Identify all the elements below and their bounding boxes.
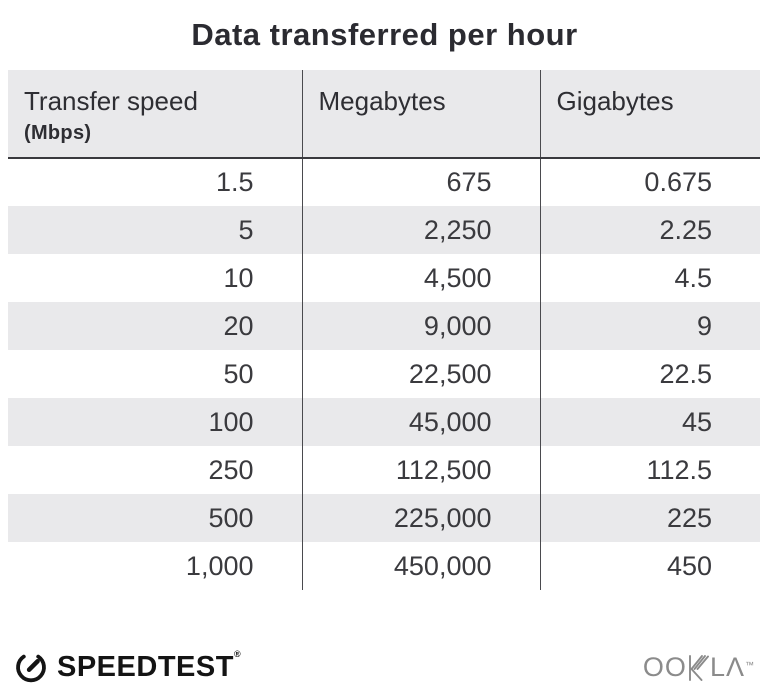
column-header-label: Transfer speed [24, 86, 198, 116]
table-cell: 1.5 [215, 167, 254, 197]
table-cell: 112,500 [301, 446, 540, 494]
table-cell: 45,000 [301, 398, 540, 446]
table-header-row: Transfer speed (Mbps) Megabytes Gigabyte… [8, 70, 760, 158]
table-cell: 45 [539, 398, 760, 446]
table-cell: 4,500 [301, 254, 540, 302]
table-cell: 4.5 [539, 254, 760, 302]
table-cell: 5 [238, 214, 254, 245]
speedtest-registered-mark: ® [233, 648, 242, 659]
speedtest-logo: SPEEDTEST® [14, 648, 242, 684]
table-cell: 2.25 [539, 206, 760, 254]
speedtest-wordmark-text: SPEEDTEST [57, 650, 234, 683]
table-cell: 50 [223, 358, 254, 389]
page-title: Data transferred per hour [191, 17, 578, 52]
data-table: Transfer speed (Mbps) Megabytes Gigabyte… [8, 70, 760, 590]
table-cell: 112.5 [539, 446, 760, 494]
table-row: 10 4,500 4.5 [8, 254, 760, 302]
table-row: 20 9,000 9 [8, 302, 760, 350]
table-cell: 22.5 [539, 350, 760, 398]
table-cell: 450 [539, 542, 760, 590]
ookla-wordmark-left: OO [642, 651, 687, 682]
ookla-logo: OO LΛ ™ [643, 652, 755, 683]
footer: SPEEDTEST® OO LΛ ™ [14, 646, 755, 688]
table-cell: 2,250 [301, 206, 540, 254]
table-row: 100 45,000 45 [8, 398, 760, 446]
table-row: 1,000 450,000 450 [8, 542, 760, 590]
table-cell: 0.675 [539, 158, 760, 206]
table-cell: 225,000 [301, 494, 540, 542]
table-cell: 9 [539, 302, 760, 350]
speedtest-wordmark: SPEEDTEST® [57, 648, 242, 684]
table-row: 1.5 675 0.675 [8, 158, 760, 206]
column-header-megabytes: Megabytes [301, 70, 540, 158]
table-cell: 1,000 [185, 550, 254, 581]
table-row: 500 225,000 225 [8, 494, 760, 542]
table-cell: 450,000 [301, 542, 540, 590]
ookla-wordmark-right: LΛ [709, 651, 745, 682]
table-row: 5 2,250 2.25 [8, 206, 760, 254]
speedtest-gauge-icon [14, 650, 48, 684]
ookla-trademark-mark: ™ [745, 660, 755, 670]
table-cell: 225 [539, 494, 760, 542]
table-cell: 500 [208, 502, 254, 533]
column-header-unit: (Mbps) [24, 122, 92, 144]
table-row: 250 112,500 112.5 [8, 446, 760, 494]
table-cell: 20 [223, 310, 254, 341]
table-cell: 250 [208, 454, 254, 485]
table-cell: 10 [223, 262, 254, 293]
ookla-k-icon [687, 653, 710, 681]
table-cell: 675 [301, 158, 540, 206]
column-header-transfer-speed: Transfer speed (Mbps) [8, 70, 302, 158]
table-row: 50 22,500 22.5 [8, 350, 760, 398]
table-cell: 100 [208, 406, 254, 437]
table-cell: 9,000 [301, 302, 540, 350]
column-header-gigabytes: Gigabytes [539, 70, 760, 158]
table-cell: 22,500 [301, 350, 540, 398]
